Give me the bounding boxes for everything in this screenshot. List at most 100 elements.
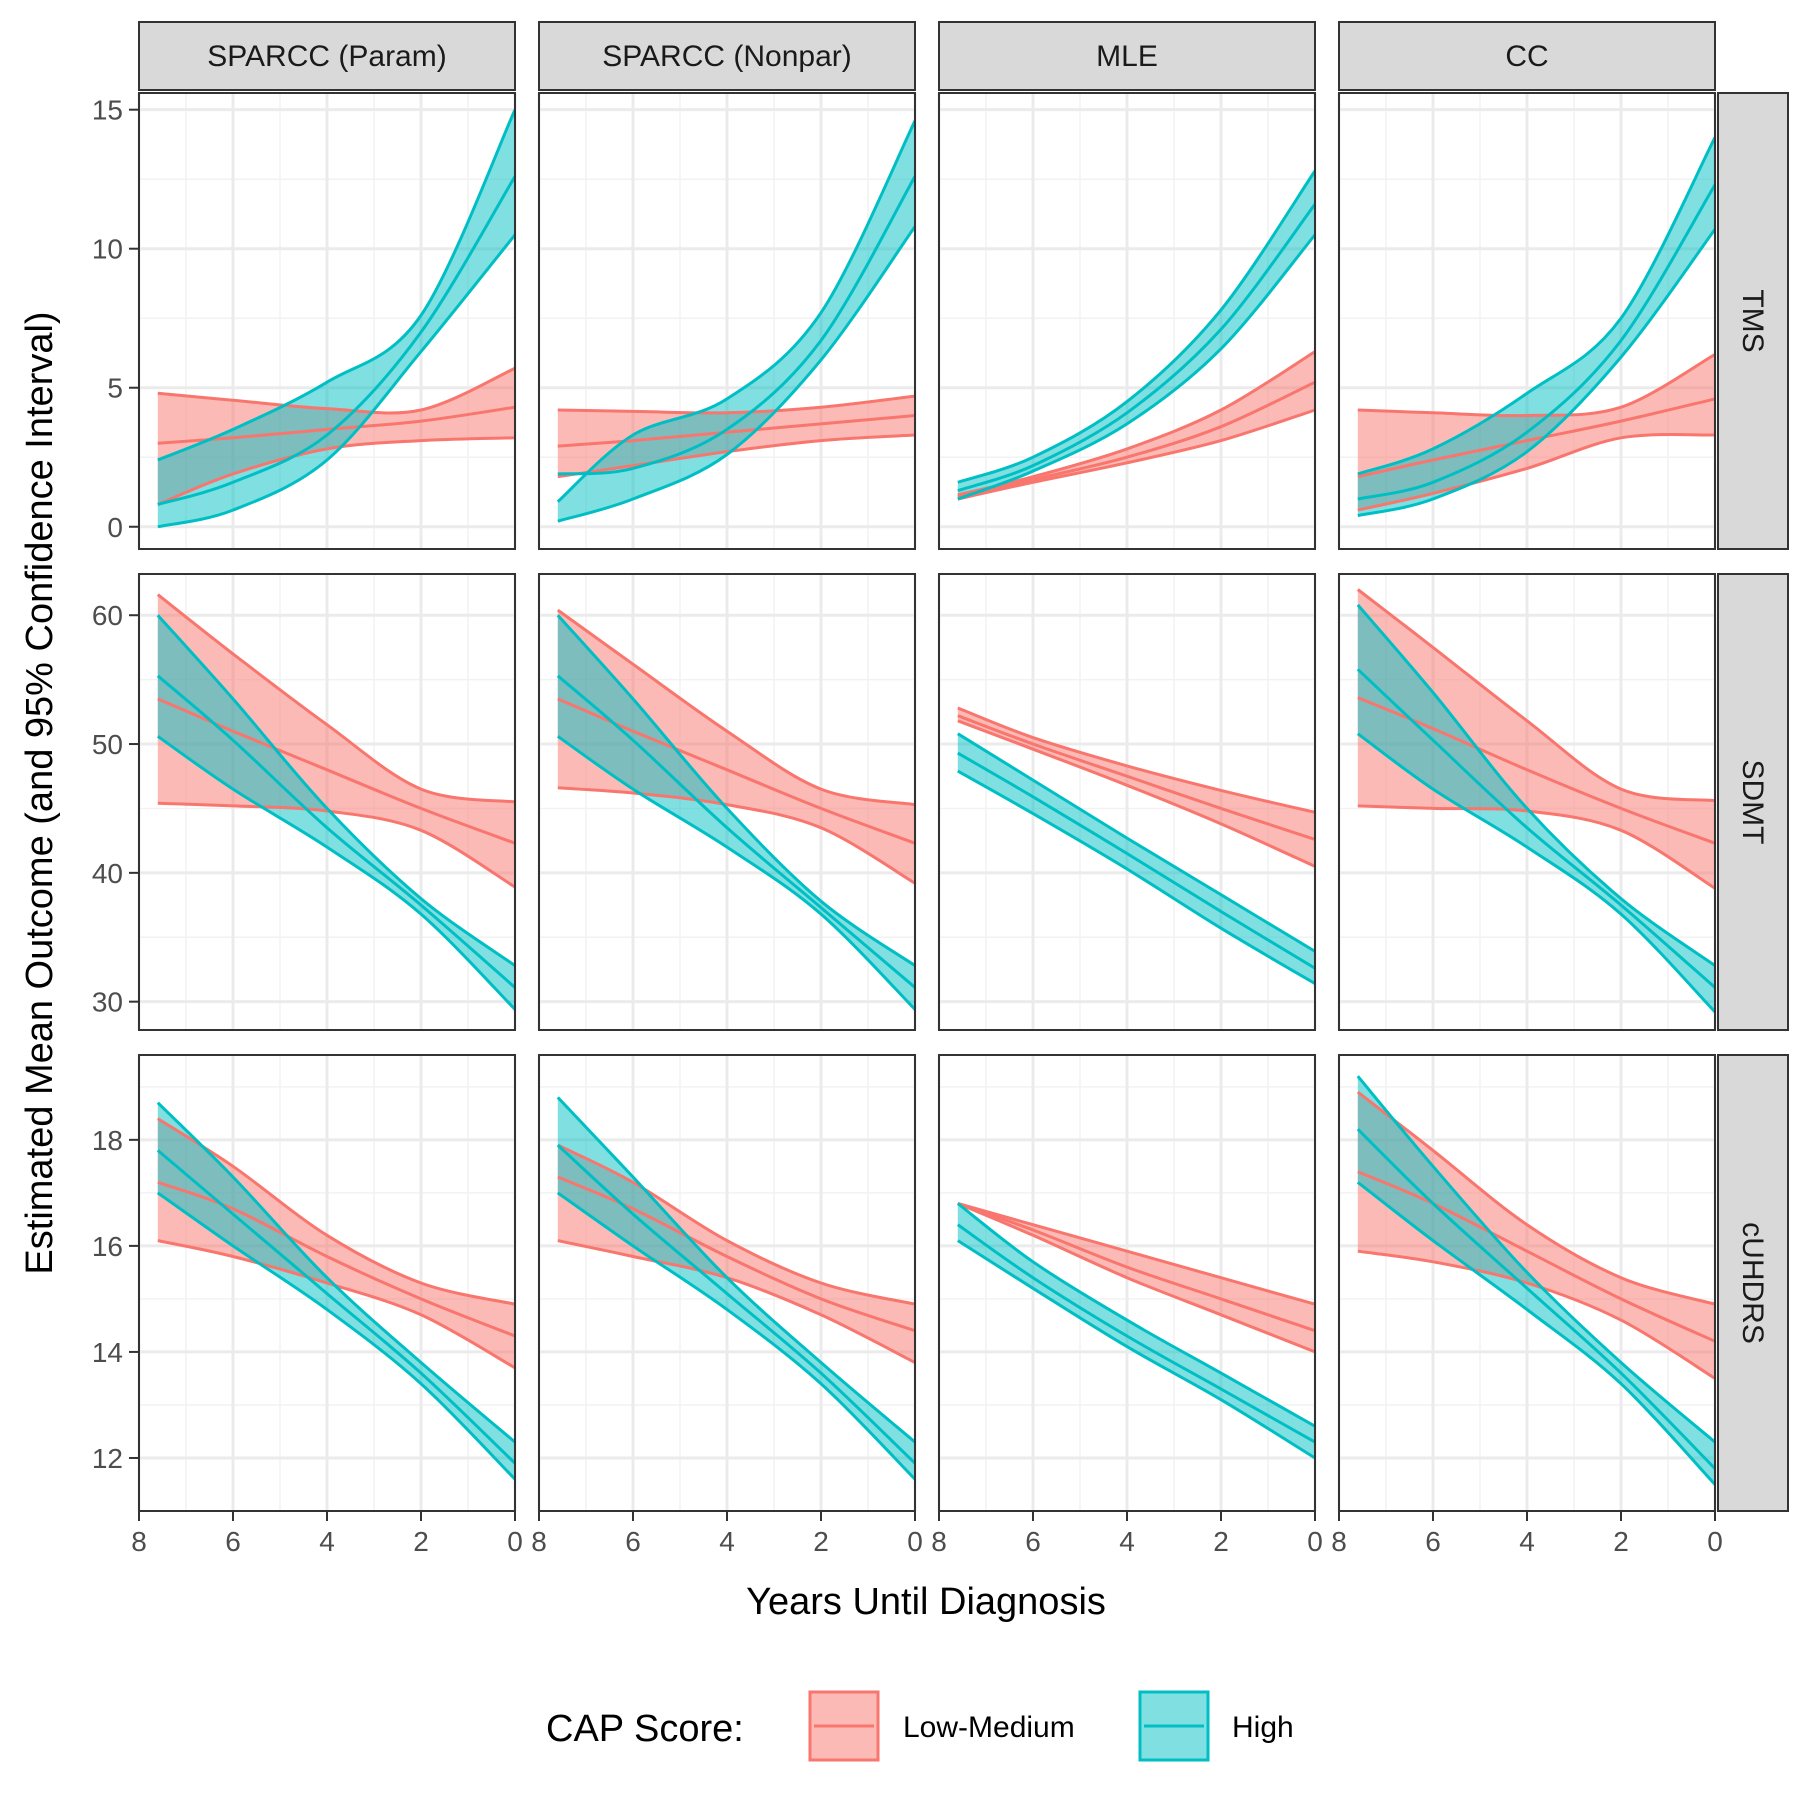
- high-upper-line: [957, 170, 1315, 484]
- high-lower-line: [556, 1191, 915, 1481]
- strip-label-cuhdrs: cUHDRS: [1736, 1222, 1769, 1344]
- strip-label-mle: MLE: [1096, 40, 1158, 73]
- x-axis-title: Years Until Diagnosis: [746, 1581, 1106, 1623]
- panel-data-cuhdrs-sparcc-param: [156, 1101, 515, 1481]
- high-upper-line: [957, 732, 1315, 953]
- legend-title: CAP Score:: [546, 1708, 744, 1750]
- x-tick-label: 4: [1119, 1526, 1135, 1557]
- y-tick-label: 40: [92, 858, 123, 889]
- low-medium-lower-line: [957, 1202, 1315, 1354]
- low-medium-upper-line: [957, 1202, 1315, 1306]
- panel-border: [138, 573, 516, 1031]
- y-tick-label: 15: [92, 95, 123, 126]
- low-medium-upper-line: [1356, 1090, 1715, 1306]
- x-tick-label: 4: [719, 1526, 735, 1557]
- low-medium-upper-line: [957, 706, 1315, 814]
- legend: CAP Score: Low-Medium High: [546, 1690, 1294, 1762]
- low-medium-fit-line: [957, 714, 1315, 841]
- low-medium-fit-line: [957, 380, 1315, 498]
- x-tick-label: 2: [413, 1526, 429, 1557]
- high-lower-line: [1357, 228, 1715, 518]
- low-medium-lower-line: [157, 1239, 515, 1370]
- high-fit-line: [1356, 1128, 1715, 1470]
- strip-label-sparcc-nonpar: SPARCC (Nonpar): [602, 40, 852, 73]
- low-medium-lower-line: [957, 408, 1315, 501]
- strip-label-tms: TMS: [1736, 289, 1769, 352]
- low-medium-upper-line: [1357, 353, 1715, 418]
- panel-data-tms-cc: [1357, 136, 1715, 518]
- high-fit-line: [156, 674, 515, 989]
- panel-border: [138, 92, 516, 550]
- high-lower-line: [157, 233, 515, 529]
- high-fit-line: [957, 203, 1315, 493]
- x-tick-label: 6: [1025, 1526, 1041, 1557]
- high-fit-line: [956, 1223, 1315, 1444]
- strip-sparcc-param: [138, 21, 516, 91]
- low-medium-fit-line: [557, 1175, 915, 1333]
- high-upper-line: [1356, 603, 1715, 967]
- low-medium-upper-line: [557, 394, 915, 415]
- low-medium-fit-line: [1357, 1170, 1715, 1343]
- legend-label-low-medium: Low-Medium: [903, 1711, 1075, 1744]
- strip-sparcc-nonpar: [538, 21, 916, 91]
- panel-border: [938, 92, 1316, 550]
- strip-label-sparcc-param: SPARCC (Param): [207, 40, 446, 73]
- high-lower-line: [1356, 732, 1715, 1014]
- high-fit-line: [1356, 668, 1715, 989]
- x-tick-label: 2: [813, 1526, 829, 1557]
- x-tick-label: 4: [1519, 1526, 1535, 1557]
- panel-data-cuhdrs-cc: [1356, 1075, 1715, 1486]
- panel-border: [538, 573, 916, 1031]
- y-tick-label: 50: [92, 729, 123, 760]
- strip-cuhdrs: [1717, 1054, 1789, 1512]
- strip-tms: [1717, 92, 1789, 550]
- panel-data-sdmt-sparcc-param: [156, 593, 515, 1011]
- x-tick-label: 8: [1331, 1526, 1347, 1557]
- x-tick-label: 0: [1307, 1526, 1323, 1557]
- high-lower-line: [1356, 1181, 1715, 1486]
- low-medium-fit-line: [557, 414, 915, 448]
- ci-ribbon-low-medium: [1357, 1092, 1715, 1379]
- high-lower-line: [957, 233, 1315, 501]
- panel-border: [938, 573, 1316, 1031]
- strip-sdmt: [1717, 573, 1789, 1031]
- panel-border: [1338, 573, 1716, 1031]
- panel-data-tms-sparcc-param: [157, 109, 515, 529]
- low-medium-lower-line: [557, 433, 915, 479]
- x-tick-label: 6: [625, 1526, 641, 1557]
- high-fit-line: [157, 175, 515, 506]
- low-medium-lower-line: [1357, 432, 1715, 512]
- high-upper-line: [556, 120, 915, 503]
- ci-ribbon-high: [557, 120, 915, 522]
- low-medium-lower-line: [157, 801, 515, 889]
- high-upper-line: [1357, 136, 1715, 476]
- y-axis-title: Estimated Mean Outcome (and 95% Confiden…: [19, 311, 61, 1274]
- panel-data-sdmt-cc: [1356, 588, 1715, 1014]
- panel-data-tms-sparcc-nonpar: [556, 120, 915, 523]
- strip-mle: [938, 21, 1316, 91]
- y-tick-label: 10: [92, 234, 123, 265]
- low-medium-fit-line: [1357, 397, 1715, 479]
- low-medium-upper-line: [156, 593, 515, 804]
- high-lower-line: [956, 1239, 1315, 1460]
- y-tick-label: 18: [92, 1125, 123, 1156]
- high-upper-line: [157, 109, 515, 462]
- x-tick-label: 4: [319, 1526, 335, 1557]
- x-tick-label: 0: [1707, 1526, 1723, 1557]
- high-fit-line: [156, 1149, 515, 1465]
- low-medium-upper-line: [957, 350, 1315, 497]
- strip-cc: [1338, 21, 1716, 91]
- high-fit-line: [1357, 184, 1715, 501]
- panel-border: [538, 92, 916, 550]
- low-medium-upper-line: [1356, 588, 1715, 803]
- low-medium-lower-line: [957, 719, 1315, 868]
- x-tick-label: 0: [507, 1526, 523, 1557]
- x-tick-label: 6: [1425, 1526, 1441, 1557]
- ci-ribbon-high: [1357, 1076, 1715, 1485]
- high-fit-line: [957, 751, 1315, 970]
- high-upper-line: [556, 1096, 915, 1444]
- strip-label-cc: CC: [1505, 40, 1548, 73]
- ci-ribbon-low-medium: [957, 351, 1315, 499]
- high-fit-line: [556, 1143, 915, 1465]
- panel-data-cuhdrs-sparcc-nonpar: [556, 1096, 915, 1481]
